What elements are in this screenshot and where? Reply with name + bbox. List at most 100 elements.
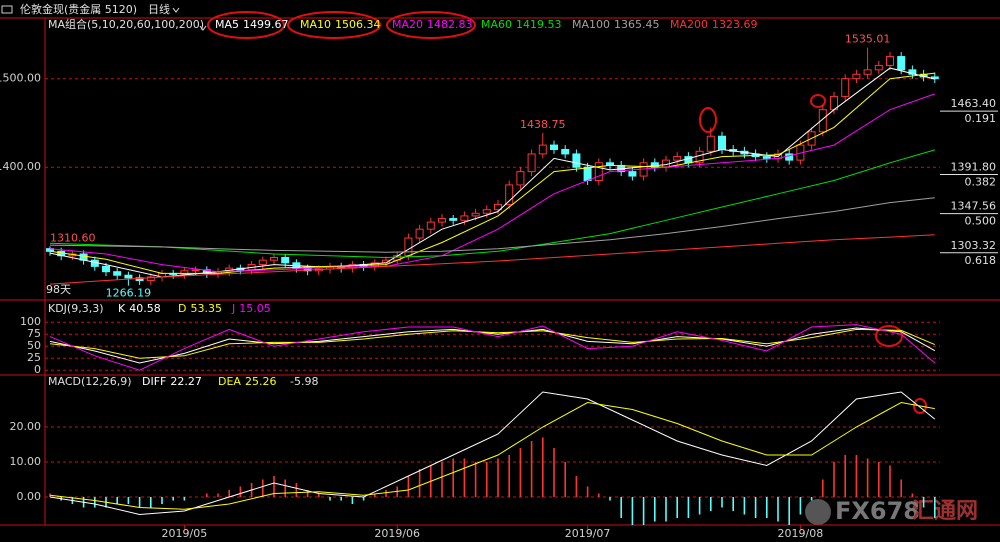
legend-name: DIFF: [142, 375, 166, 388]
candle-body: [270, 257, 278, 261]
candle-body: [583, 166, 592, 181]
y-tick-label: 75: [27, 327, 41, 340]
ma-line: [49, 72, 935, 274]
candle-body: [471, 212, 480, 217]
annotation-marks: [207, 11, 927, 414]
highlight: [699, 107, 717, 133]
legend-name: D: [178, 302, 186, 315]
legend-name: MA100: [572, 18, 610, 31]
highlight: [207, 11, 285, 39]
legend-entry: J 15.05: [231, 302, 271, 315]
legend-entry: K 40.58: [118, 302, 161, 315]
legend-entry: MA20 1482.83: [392, 18, 473, 31]
fib-ratio: 0.618: [965, 254, 997, 267]
y-tick-label: 0: [34, 363, 41, 376]
price-annotation: 1438.75: [520, 118, 566, 131]
candle-body: [258, 259, 267, 266]
legend-entry: MA200 1323.69: [670, 18, 758, 31]
candle-body: [102, 265, 110, 273]
legend-value: 40.58: [129, 302, 161, 315]
candle-body: [415, 228, 424, 239]
legend-value: 1365.45: [614, 18, 660, 31]
watermark: [805, 499, 831, 525]
legend-value: 1506.34: [335, 18, 381, 31]
macd-value: -5.98: [290, 375, 318, 388]
legend-value: 53.35: [190, 302, 222, 315]
y-tick-label: 1400.00: [0, 160, 41, 173]
candle-body: [516, 171, 525, 186]
legend-name: MA60: [481, 18, 512, 31]
candle-body: [673, 156, 682, 161]
y-tick-label: 50: [27, 339, 41, 352]
candle-body: [762, 156, 771, 159]
y-tick-label: 20.00: [10, 420, 42, 433]
x-tick-label: 2019/06: [374, 527, 420, 540]
legend-value: 1419.53: [516, 18, 562, 31]
candle-body: [841, 78, 850, 97]
legend-entry: MA5 1499.67: [215, 18, 289, 31]
legend-entry: DEA 25.26: [218, 375, 276, 388]
price-annotation: 1266.19: [106, 287, 152, 300]
legend-value: 25.26: [245, 375, 277, 388]
highlight: [875, 325, 903, 347]
candle-body: [449, 218, 458, 221]
legend-name: MA20: [392, 18, 423, 31]
candle-body: [572, 153, 581, 168]
price-annotation: 1535.01: [845, 33, 891, 46]
legend-entry: MA100 1365.45: [572, 18, 660, 31]
legend-value: 22.27: [170, 375, 202, 388]
candle-body: [460, 215, 469, 221]
ma-line: [49, 197, 935, 253]
kdj-line: [49, 327, 936, 364]
x-tick-label: 2019/05: [162, 527, 208, 540]
period-label: 98天: [46, 283, 71, 296]
kdj-line: [49, 328, 935, 359]
fib-price: 1391.80: [951, 160, 997, 173]
instrument-title: 伦敦金现(贵金属 5120): [20, 2, 137, 16]
legend-name: K: [118, 302, 126, 315]
y-tick-label: 100: [20, 315, 41, 328]
period-selector[interactable]: 日线: [148, 2, 170, 16]
candle-body: [706, 135, 715, 152]
highlight: [810, 94, 826, 108]
ma-line: [49, 234, 935, 285]
legend-name: DEA: [218, 375, 241, 388]
candle-body: [527, 153, 536, 173]
ma-title: MA组合(5,10,20,60,100,200): [48, 17, 204, 31]
highlight: [913, 398, 927, 414]
y-tick-label: 1500.00: [0, 72, 41, 85]
price-annotation: 1310.60: [50, 231, 96, 244]
candle-body: [191, 269, 200, 272]
candle-body: [482, 209, 491, 214]
candle-body: [561, 149, 570, 155]
candle-body: [897, 56, 906, 71]
candle-body: [438, 218, 446, 223]
candle-body: [146, 276, 155, 282]
legend-name: MA200: [670, 18, 708, 31]
legend-entry: MA10 1506.34: [300, 18, 381, 31]
candle-body: [550, 144, 558, 151]
macd-line: [49, 391, 936, 516]
kdj-title: KDJ(9,3,3): [48, 302, 104, 315]
candle-body: [695, 150, 704, 164]
fib-price: 1463.40: [951, 97, 997, 110]
candle-body: [852, 73, 861, 80]
kdj-line: [49, 324, 936, 371]
macd-title: MACD(12,26,9): [48, 375, 132, 388]
watermark-text: FX678: [835, 497, 920, 525]
legend-value: 1499.67: [243, 18, 289, 31]
legend-entry: DIFF 22.27: [142, 375, 202, 388]
fib-ratio: 0.191: [965, 112, 997, 125]
logo: [805, 499, 831, 525]
chevron: [172, 7, 180, 13]
candle-body: [426, 221, 435, 230]
x-tick-label: 2019/08: [778, 527, 824, 540]
legend-name: J: [231, 302, 235, 315]
candle-body: [505, 184, 514, 205]
candle-body: [494, 203, 502, 211]
ma-line: [49, 93, 935, 273]
icon: [1, 5, 13, 14]
ma-line: [49, 149, 935, 259]
x-tick-label: 2019/07: [565, 527, 611, 540]
legend-value: 15.05: [239, 302, 271, 315]
